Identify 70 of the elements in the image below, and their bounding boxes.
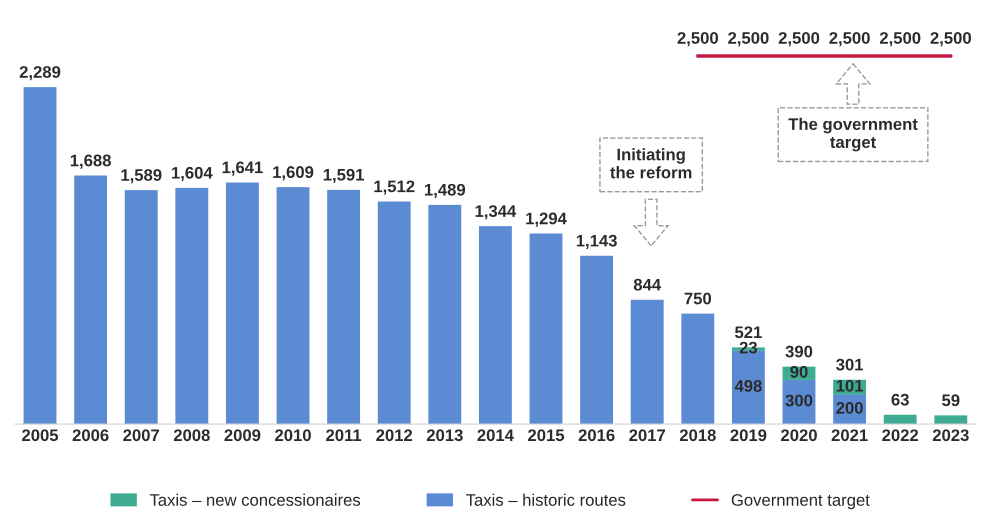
data-label: 200 (836, 402, 863, 414)
bar (327, 190, 360, 424)
bar (681, 314, 714, 424)
bar (74, 176, 108, 424)
legend-label: Taxis – historic routes (466, 494, 626, 506)
data-label: 2,500 (678, 32, 718, 46)
x-tick-label: 2011 (326, 429, 362, 442)
data-label: 101 (836, 380, 864, 392)
x-tick-label: 2023 (932, 429, 969, 442)
total-label: 301 (836, 358, 864, 371)
x-tick-label: 2005 (22, 429, 58, 442)
data-label: 750 (684, 292, 712, 304)
bar (378, 201, 411, 424)
data-label: 1,512 (374, 180, 414, 195)
annotation: The government target (788, 118, 918, 152)
data-label: 1,143 (576, 234, 617, 249)
data-label: 2,500 (728, 32, 769, 46)
data-label: 2,500 (880, 32, 920, 46)
data-label: 1,641 (222, 161, 263, 176)
x-tick-label: 2021 (832, 429, 868, 442)
data-label: 844 (634, 278, 662, 291)
bar (530, 234, 562, 424)
legend-label: Taxis – new concessionaires (150, 494, 360, 506)
data-label: 1,604 (172, 166, 213, 182)
data-label: 2,289 (20, 66, 60, 80)
data-label: 2,500 (778, 32, 820, 46)
data-label: 2,500 (930, 32, 971, 46)
data-label: 1,489 (425, 184, 466, 198)
x-tick-label: 2012 (376, 429, 412, 442)
bar (580, 256, 614, 424)
bar (478, 226, 512, 424)
data-label: 1,591 (324, 168, 364, 184)
x-tick-label: 2009 (224, 429, 260, 442)
bar (24, 87, 56, 424)
bar (884, 414, 917, 424)
x-tick-label: 2022 (882, 429, 918, 442)
bar (630, 300, 664, 424)
x-tick-label: 2008 (174, 429, 210, 442)
x-tick-label: 2010 (275, 429, 311, 442)
data-label: 300 (785, 394, 812, 406)
data-label: 1,688 (70, 154, 111, 169)
x-tick-label: 2016 (578, 429, 615, 442)
x-tick-label: 2014 (477, 429, 514, 442)
bar (428, 204, 462, 424)
x-tick-label: 2018 (680, 429, 716, 442)
total-label: 521 (735, 326, 762, 338)
x-tick-label: 2019 (730, 429, 766, 442)
total-label: 390 (785, 346, 812, 358)
x-tick-label: 2006 (72, 429, 109, 442)
data-label: 1,589 (121, 169, 162, 184)
bar (226, 182, 259, 424)
x-tick-label: 2020 (781, 429, 817, 442)
data-label: 498 (734, 380, 762, 392)
bar (934, 415, 968, 424)
data-label: 1,294 (526, 212, 567, 227)
x-tick-label: 2015 (528, 429, 564, 442)
bar (175, 188, 208, 424)
data-label: 1,609 (273, 166, 314, 180)
legend-label: Government target (732, 494, 870, 510)
annotation: Initiating the reform (610, 148, 692, 178)
data-label: 1,344 (476, 205, 516, 220)
bar (276, 187, 310, 424)
data-label: 59 (942, 394, 960, 406)
x-tick-label: 2017 (629, 429, 666, 442)
data-label: 90 (790, 366, 808, 378)
bar (124, 190, 158, 424)
data-label: 2,500 (829, 32, 870, 46)
x-tick-label: 2013 (426, 429, 463, 442)
x-tick-label: 2007 (123, 429, 160, 442)
data-label: 63 (892, 394, 909, 406)
